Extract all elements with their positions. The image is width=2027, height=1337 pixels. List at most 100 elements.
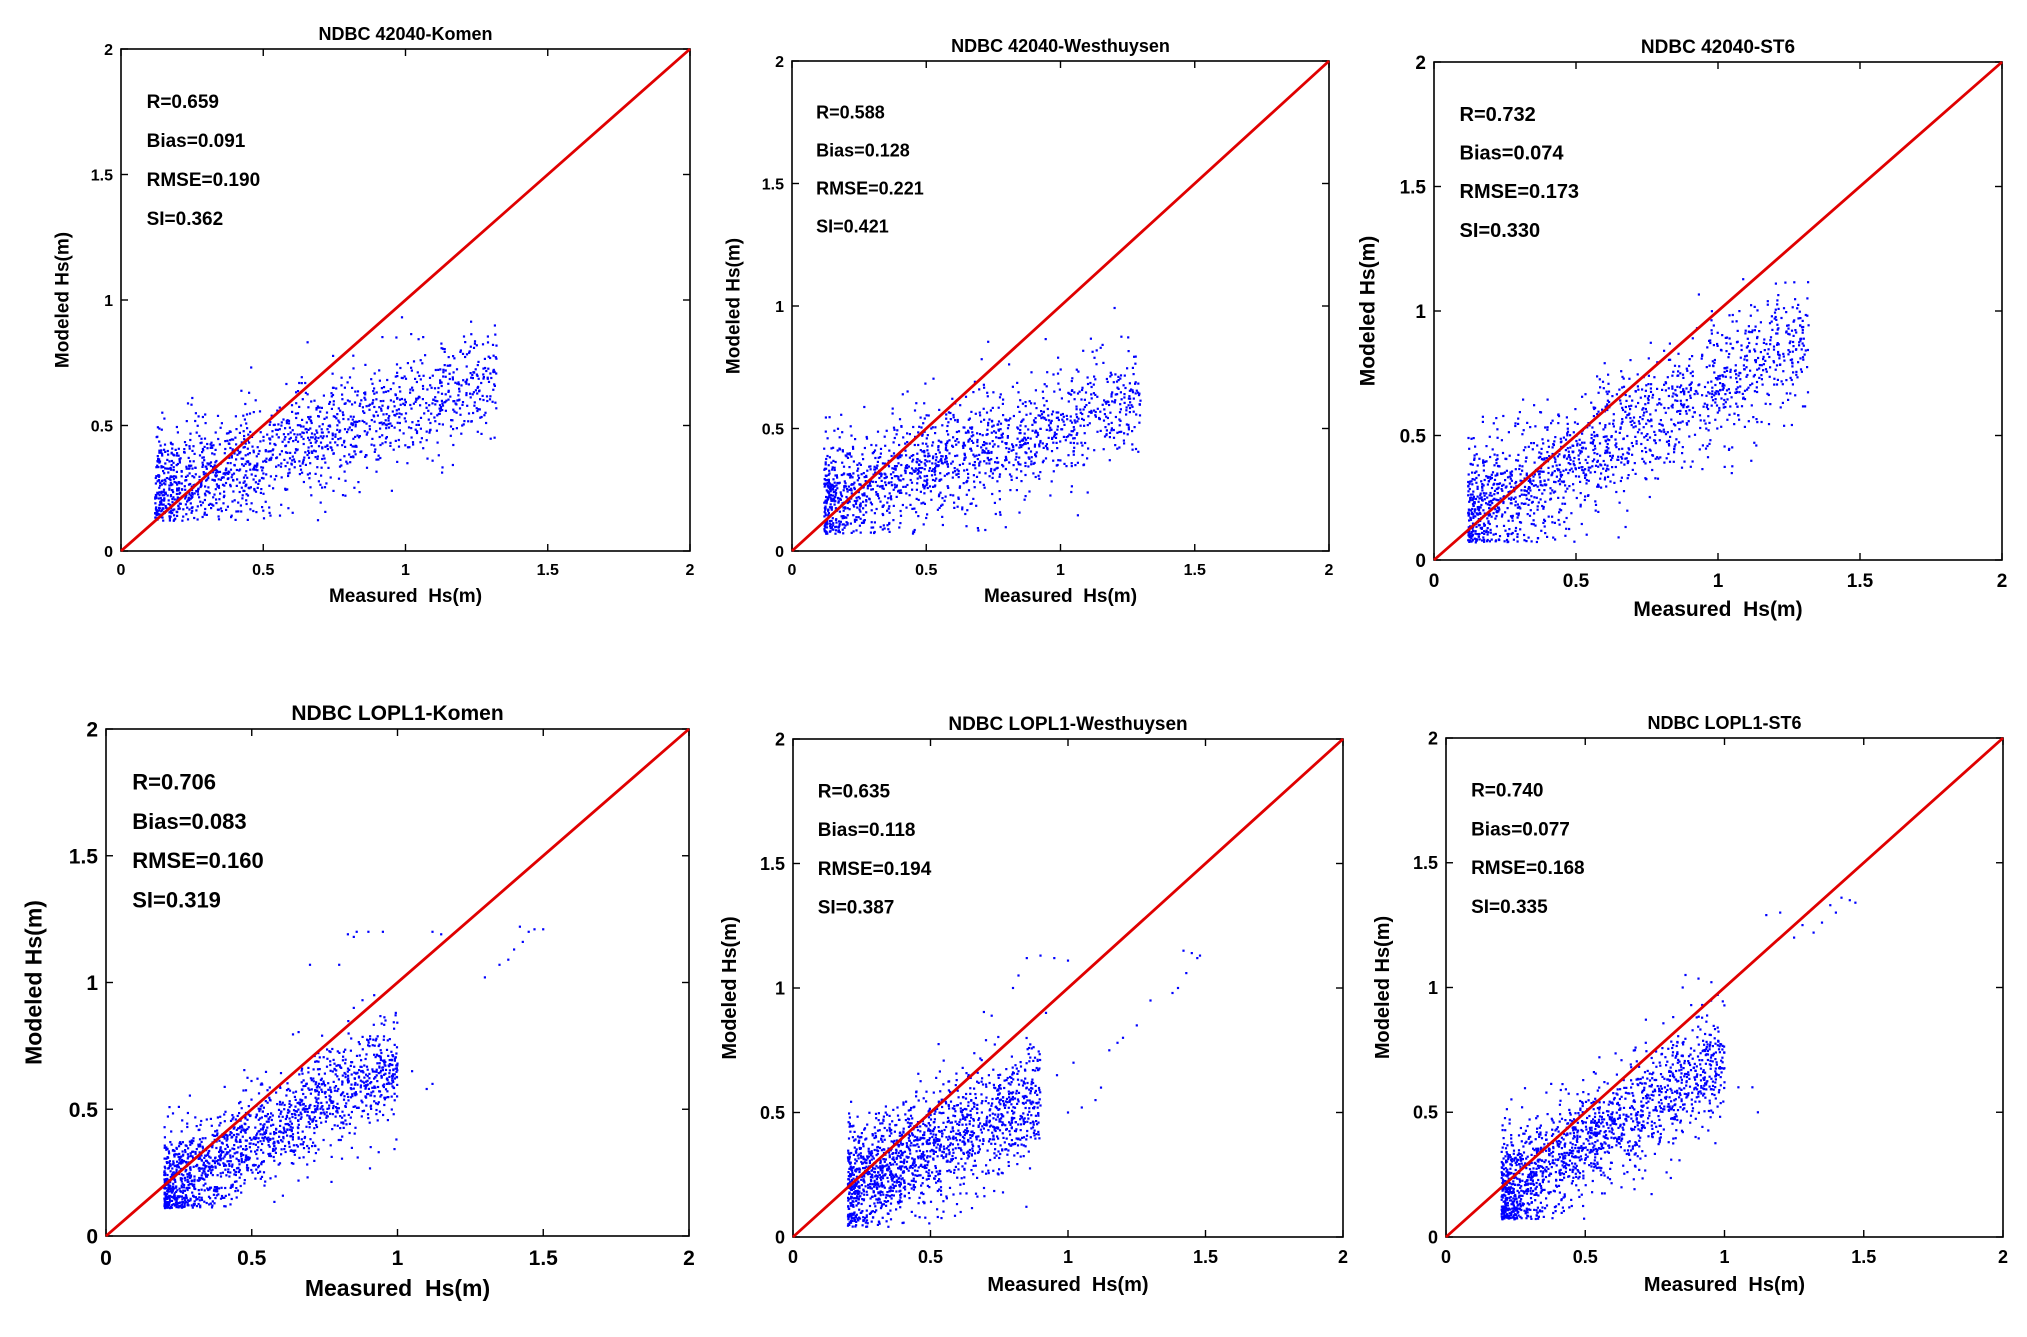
data-point (1785, 311, 1788, 314)
data-point (829, 485, 832, 488)
data-point (224, 481, 228, 485)
data-point (212, 496, 215, 499)
data-point (1040, 410, 1043, 413)
data-point (935, 477, 938, 480)
data-point (1698, 448, 1701, 451)
data-point (955, 443, 958, 446)
data-point (1713, 371, 1716, 374)
data-point (164, 506, 167, 509)
data-point (935, 456, 938, 459)
data-point (1111, 400, 1114, 403)
data-point (1076, 420, 1079, 423)
data-point (851, 476, 854, 479)
data-point (1135, 389, 1138, 392)
data-point (1099, 429, 1102, 432)
data-point (940, 459, 943, 463)
data-point (853, 499, 856, 503)
data-point (235, 458, 238, 461)
data-point (936, 464, 939, 467)
data-point (835, 484, 838, 487)
data-point (1067, 454, 1070, 457)
data-point (1075, 413, 1078, 416)
data-point (253, 487, 256, 491)
data-point (484, 411, 487, 414)
data-point (1740, 348, 1743, 352)
data-point (335, 417, 338, 420)
data-point (826, 437, 829, 440)
data-point (372, 399, 375, 402)
data-point (406, 446, 410, 449)
data-point (1018, 456, 1021, 459)
data-point (1119, 403, 1122, 406)
data-point (354, 390, 357, 393)
data-point (368, 1167, 372, 1170)
data-point (158, 449, 161, 452)
data-point (877, 497, 881, 500)
data-point (1024, 401, 1027, 404)
data-point (1787, 324, 1790, 327)
data-point (1024, 451, 1027, 454)
data-point (1755, 444, 1758, 447)
data-point (218, 443, 221, 446)
data-point (1500, 515, 1504, 518)
data-point (1043, 404, 1046, 407)
data-point (1682, 388, 1685, 391)
data-point (1554, 490, 1557, 493)
data-point (1614, 438, 1617, 441)
data-point (489, 395, 492, 398)
data-point (1085, 404, 1088, 407)
data-point (1749, 384, 1752, 387)
data-point (155, 511, 158, 514)
data-point (443, 401, 446, 404)
data-point (218, 498, 221, 501)
data-point (414, 400, 417, 403)
data-point (1701, 354, 1704, 358)
data-point (438, 407, 441, 410)
data-point (1025, 413, 1028, 416)
data-point (913, 528, 916, 532)
data-point (1051, 410, 1055, 413)
data-point (225, 432, 229, 435)
data-point (936, 508, 939, 511)
data-point (443, 348, 446, 351)
data-point (1647, 395, 1650, 398)
data-point (1673, 448, 1676, 451)
data-point (1542, 470, 1545, 473)
data-point (233, 463, 236, 467)
data-point (978, 433, 982, 436)
data-point (835, 474, 838, 477)
data-point (298, 460, 301, 463)
data-point (1657, 457, 1660, 460)
data-point (319, 501, 322, 504)
data-point (824, 521, 827, 524)
data-point (1726, 398, 1729, 401)
data-point (1681, 452, 1684, 455)
data-point (1061, 412, 1064, 416)
data-point (1040, 417, 1043, 420)
data-point (1651, 454, 1654, 457)
data-point (300, 376, 303, 379)
data-point (168, 460, 171, 463)
data-point (373, 372, 376, 375)
data-point (493, 324, 496, 327)
data-point (1486, 527, 1489, 530)
data-point (1618, 388, 1621, 391)
data-point (1770, 315, 1773, 318)
data-point (961, 508, 964, 511)
data-point (1495, 459, 1498, 462)
data-point (171, 498, 174, 501)
data-point (1654, 442, 1657, 445)
data-point (1598, 378, 1601, 381)
data-point (336, 428, 339, 431)
data-point (453, 357, 456, 360)
data-point (1087, 415, 1090, 418)
data-point (978, 471, 981, 474)
data-point (954, 454, 957, 458)
data-point (425, 430, 428, 433)
data-point (447, 389, 450, 392)
data-point (1038, 445, 1041, 448)
data-point (1070, 421, 1074, 424)
data-point (1050, 419, 1053, 422)
data-point (1630, 441, 1633, 445)
data-point (214, 475, 217, 478)
